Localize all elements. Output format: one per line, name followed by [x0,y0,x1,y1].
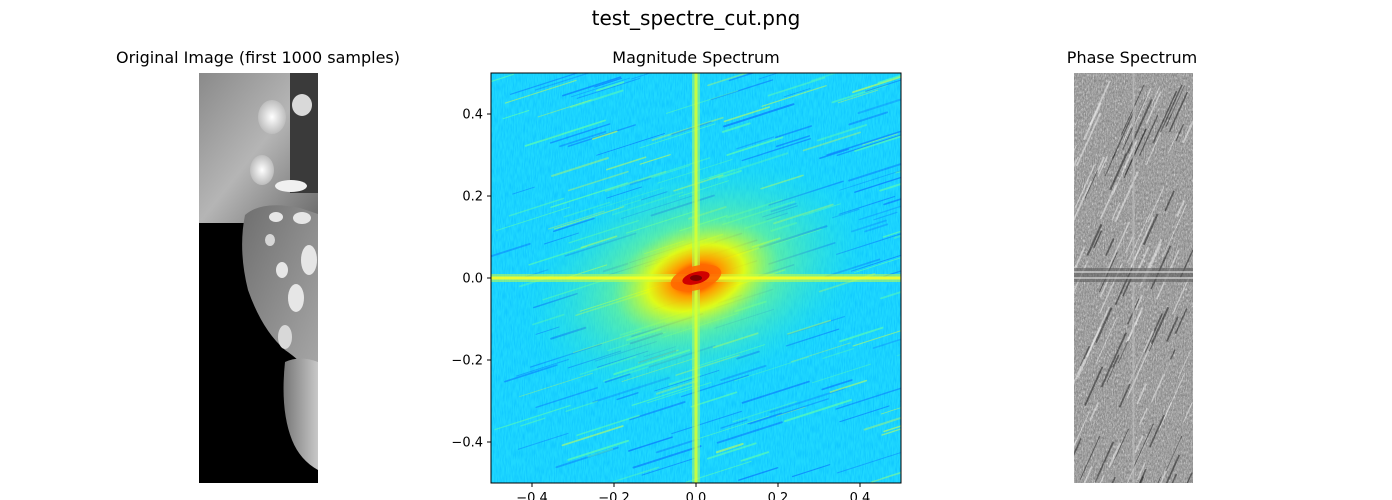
phase-spectrum-image [1074,73,1193,483]
original-image-title: Original Image (first 1000 samples) [115,48,401,67]
y-tick-label: −0.4 [451,436,483,451]
y-tick-label: 0.0 [462,272,483,287]
x-tick-label: 0.2 [768,491,789,500]
y-tick-label: 0.4 [462,108,483,123]
magnitude-spectrum-title: Magnitude Spectrum [612,48,780,67]
figure-suptitle: test_spectre_cut.png [591,6,801,30]
x-tick-label: −0.2 [598,491,630,500]
phase-spectrum-title: Phase Spectrum [1066,48,1198,67]
x-tick-label: 0.0 [686,491,707,500]
magnitude-spectrum-plot: −0.4 −0.2 0.0 0.2 0.4 −0.4 −0.2 0.0 0.2 0.4 [451,72,902,500]
x-tick-label: −0.4 [516,491,548,500]
x-tick-label: 0.4 [850,491,871,500]
y-tick-label: −0.2 [451,354,483,369]
original-image [199,73,318,483]
y-tick-label: 0.2 [462,190,483,205]
